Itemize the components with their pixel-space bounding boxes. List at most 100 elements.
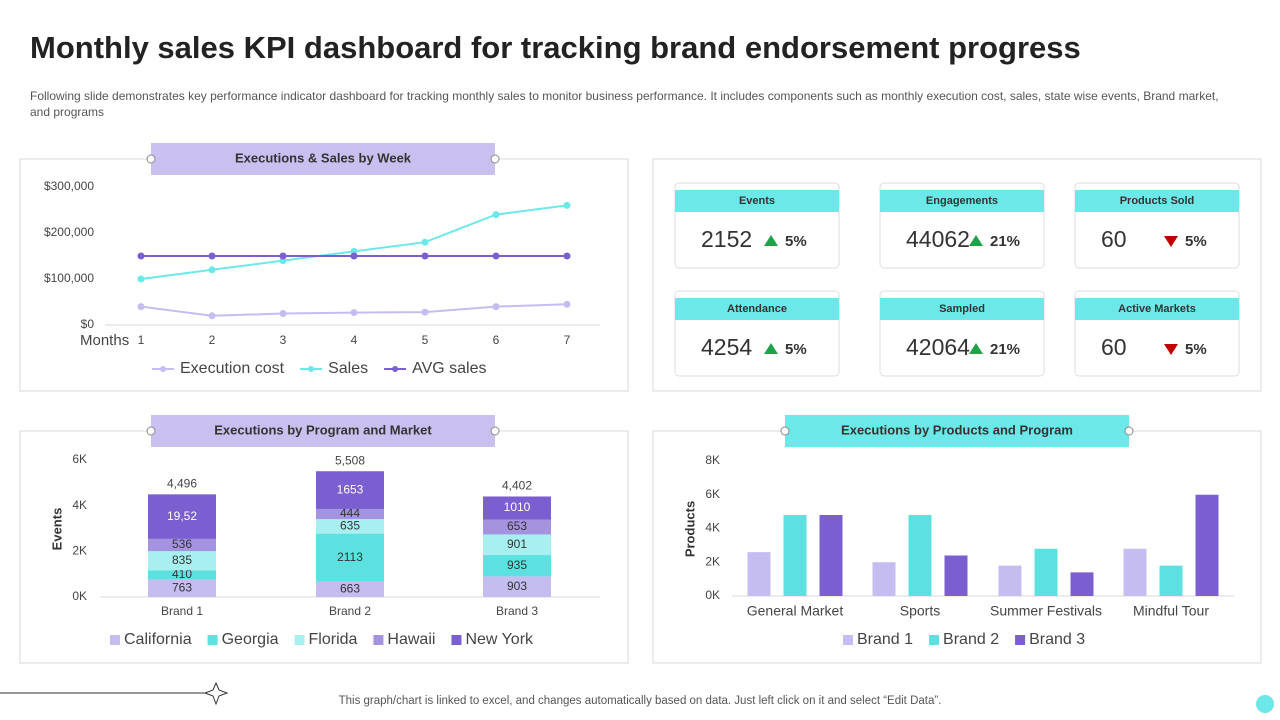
kpi-header <box>675 298 839 320</box>
bar-segment <box>483 576 551 597</box>
pill-dot <box>146 426 156 436</box>
data-label: 1653 <box>337 482 364 496</box>
data-point <box>563 252 571 260</box>
x-tick-label: Brand 2 <box>329 604 371 618</box>
kpi-change: 5% <box>785 233 807 250</box>
legend-swatch <box>451 635 462 645</box>
x-tick-label: 7 <box>564 333 571 347</box>
kpi-change: 5% <box>785 341 807 358</box>
kpi-value: 4254 <box>701 334 752 360</box>
y-axis-label: Events <box>49 508 64 551</box>
bar-segment <box>148 538 216 552</box>
y-tick-label: $0 <box>81 317 95 331</box>
kpi-header <box>880 298 1044 320</box>
kpi-arrow <box>1164 344 1178 355</box>
kpi-change: 21% <box>990 233 1020 250</box>
y-tick-label: $300,000 <box>44 179 94 193</box>
total-label: 5,508 <box>335 453 365 467</box>
data-point <box>421 308 429 316</box>
pill-dot <box>146 154 156 164</box>
y-tick-label: 8K <box>705 453 720 467</box>
slide-title: Monthly sales KPI dashboard for tracking… <box>30 30 1081 65</box>
legend-swatch <box>160 366 166 372</box>
data-point <box>563 201 571 209</box>
data-label: 1010 <box>504 500 531 514</box>
x-tick-label: 2 <box>209 333 216 347</box>
y-tick-label: 4K <box>705 521 720 535</box>
bar <box>1159 565 1183 596</box>
bar-segment <box>316 533 384 582</box>
y-tick-label: $100,000 <box>44 271 94 285</box>
data-point <box>421 252 429 260</box>
data-point <box>279 252 287 260</box>
legend-swatch <box>207 635 218 645</box>
legend-label: Georgia <box>222 631 279 648</box>
bar <box>872 562 896 596</box>
legend-swatch <box>843 635 853 645</box>
kpi-value: 60 <box>1101 226 1127 252</box>
data-label: 903 <box>507 579 527 593</box>
kpi-label: Sampled <box>939 303 985 315</box>
bar <box>1195 494 1219 596</box>
legend-swatch <box>929 635 940 645</box>
bar <box>783 515 807 596</box>
x-tick-label: Brand 1 <box>161 604 203 618</box>
bar-segment <box>316 508 384 520</box>
kpi-label: Engagements <box>926 195 998 207</box>
legend-label: AVG sales <box>412 360 486 377</box>
kpi-change: 21% <box>990 341 1020 358</box>
bar-segment <box>316 581 384 597</box>
x-tick-label: Summer Festivals <box>990 603 1102 619</box>
kpi-label: Active Markets <box>1118 303 1196 315</box>
legend-swatch <box>373 635 384 645</box>
data-point <box>563 300 571 308</box>
legend-label: Brand 3 <box>1029 631 1085 648</box>
kpi-value: 60 <box>1101 334 1127 360</box>
legend-swatch <box>110 635 120 645</box>
bar-segment <box>483 496 551 520</box>
kpi-value: 2152 <box>701 226 752 252</box>
bar-segment <box>483 534 551 556</box>
x-tick-label: 5 <box>422 333 429 347</box>
y-axis-label: Products <box>682 501 697 557</box>
y-tick-label: 4K <box>72 498 87 512</box>
kpi-arrow <box>969 235 983 246</box>
chart-title: Executions by Products and Program <box>841 422 1073 437</box>
kpi-change: 5% <box>1185 341 1207 358</box>
data-label: 19,52 <box>167 509 197 523</box>
y-tick-label: 2K <box>72 544 87 558</box>
bar-segment <box>148 579 216 597</box>
data-point <box>137 303 145 311</box>
panel <box>19 158 629 392</box>
data-point <box>350 252 358 260</box>
bar-segment <box>316 471 384 509</box>
bar-segment <box>148 551 216 571</box>
kpi-header <box>1075 298 1239 320</box>
bar-segment <box>148 570 216 580</box>
x-tick-label: 4 <box>351 333 358 347</box>
bar <box>944 555 968 596</box>
bar-segment <box>483 555 551 577</box>
data-point <box>208 252 216 260</box>
kpi-arrow <box>969 343 983 354</box>
y-tick-label: 2K <box>705 554 720 568</box>
pill-dot <box>1124 426 1134 436</box>
legend-label: New York <box>465 631 534 648</box>
x-tick-label: 3 <box>280 333 287 347</box>
bar <box>819 515 843 596</box>
bar-segment <box>483 519 551 535</box>
data-label: 444 <box>340 506 360 520</box>
data-point <box>350 309 358 317</box>
data-label: 536 <box>172 537 192 551</box>
panel <box>652 430 1262 664</box>
data-point <box>208 312 216 320</box>
legend-swatch <box>392 366 399 372</box>
data-point <box>137 275 145 283</box>
slide-description: Following slide demonstrates key perform… <box>30 89 1219 119</box>
kpi-label: Products Sold <box>1120 195 1195 207</box>
total-label: 4,402 <box>502 479 532 493</box>
kpi-arrow <box>764 343 778 354</box>
kpi-header <box>1075 190 1239 212</box>
data-label: 410 <box>172 567 192 581</box>
